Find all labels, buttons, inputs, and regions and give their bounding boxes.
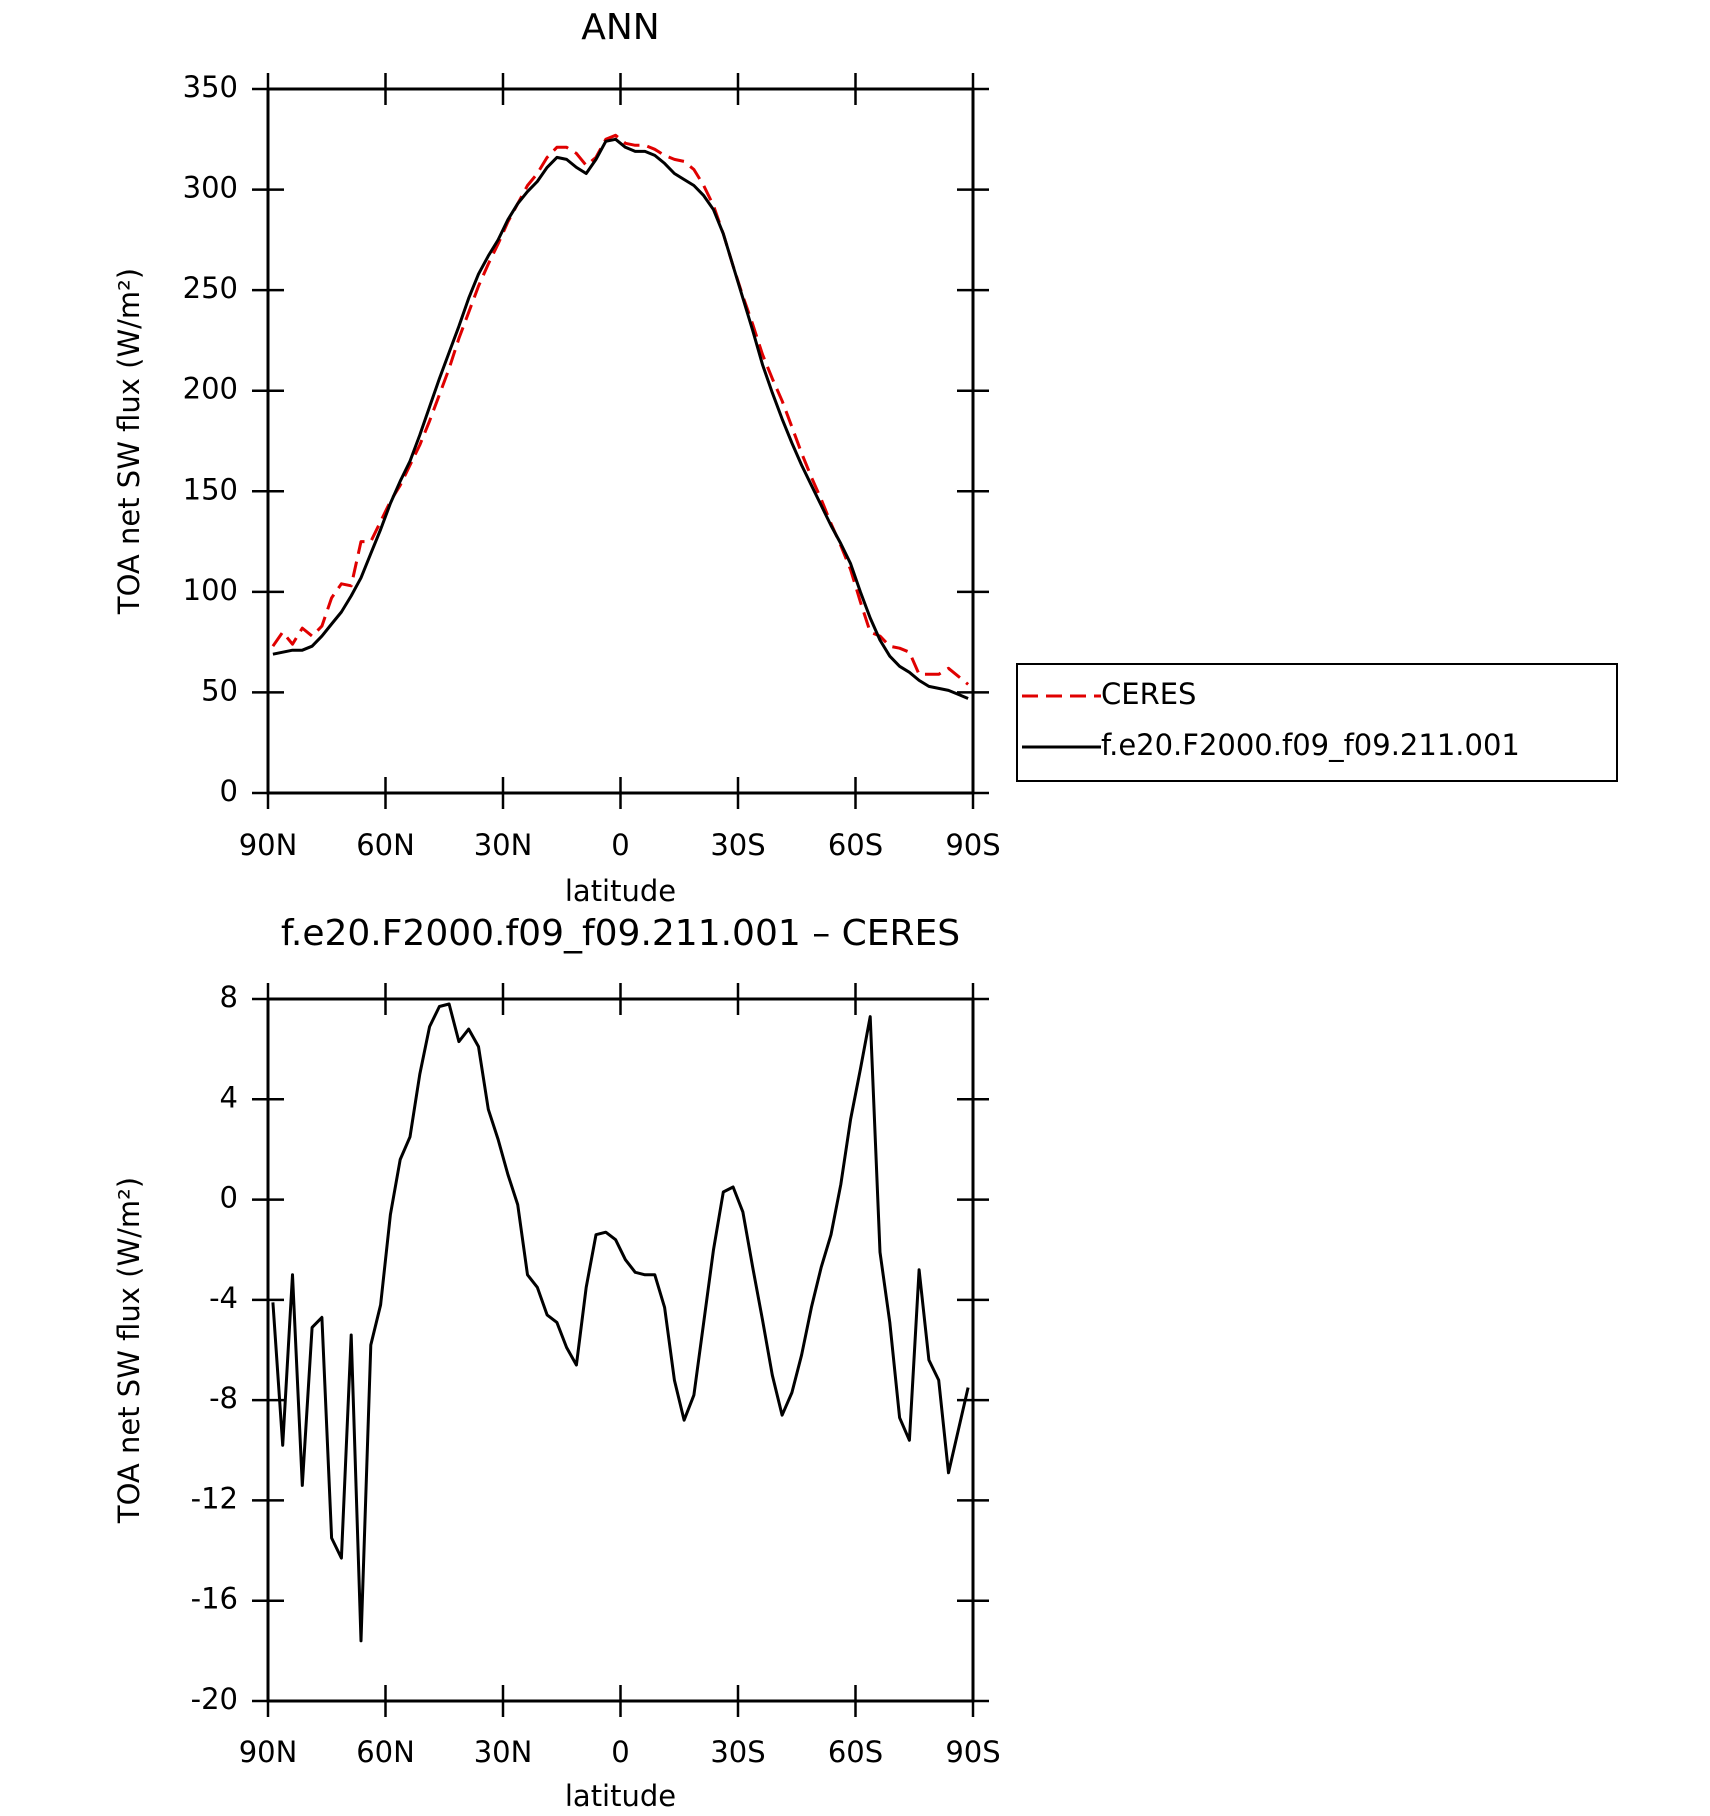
- y-tick-label: -4: [209, 1281, 238, 1315]
- x-tick-label: 30N: [474, 828, 533, 862]
- legend-label: CERES: [1101, 677, 1196, 711]
- x-tick-label: 30S: [710, 828, 765, 862]
- y-tick-label: 8: [220, 980, 238, 1014]
- y-tick-label: 0: [220, 1181, 238, 1215]
- y-tick-label: -16: [191, 1582, 238, 1616]
- x-tick-label: 90N: [239, 828, 298, 862]
- y-tick-label: 100: [183, 573, 238, 607]
- y-tick-label: 250: [183, 271, 238, 305]
- y-tick-label: 150: [183, 472, 238, 506]
- x-tick-label: 90S: [945, 828, 1000, 862]
- chart-title: f.e20.F2000.f09_f09.211.001 – CERES: [281, 913, 960, 954]
- x-tick-label: 30S: [710, 1735, 765, 1769]
- x-tick-label: 60S: [828, 828, 883, 862]
- plot-frame: [266, 87, 975, 795]
- y-tick-label: -8: [209, 1381, 238, 1415]
- data-line: [272, 137, 969, 700]
- x-tick-label: 60N: [356, 1735, 415, 1769]
- x-axis-label: latitude: [565, 874, 676, 908]
- y-tick-label: 350: [183, 70, 238, 104]
- y-tick-label: 300: [183, 171, 238, 205]
- plot-frame: [266, 997, 975, 1703]
- x-tick-label: 90S: [945, 1735, 1000, 1769]
- y-tick-label: 4: [220, 1080, 238, 1114]
- y-tick-label: 200: [183, 372, 238, 406]
- chart-title: ANN: [581, 7, 660, 48]
- data-line: [271, 1002, 970, 1643]
- x-tick-label: 0: [611, 828, 629, 862]
- x-tick-label: 30N: [474, 1735, 533, 1769]
- y-tick-label: 0: [220, 774, 238, 808]
- x-tick-label: 60N: [356, 828, 415, 862]
- x-tick-label: 90N: [239, 1735, 298, 1769]
- y-tick-label: -20: [191, 1682, 238, 1716]
- x-axis-label: latitude: [565, 1779, 676, 1813]
- legend-box: [1016, 663, 1618, 782]
- x-tick-label: 0: [611, 1735, 629, 1769]
- y-axis-label: TOA net SW flux (W/m²): [112, 1177, 146, 1524]
- y-tick-label: 50: [201, 673, 238, 707]
- x-tick-label: 60S: [828, 1735, 883, 1769]
- y-tick-label: -12: [191, 1481, 238, 1515]
- y-axis-label: TOA net SW flux (W/m²): [112, 268, 146, 615]
- legend-label: f.e20.F2000.f09_f09.211.001: [1101, 728, 1520, 762]
